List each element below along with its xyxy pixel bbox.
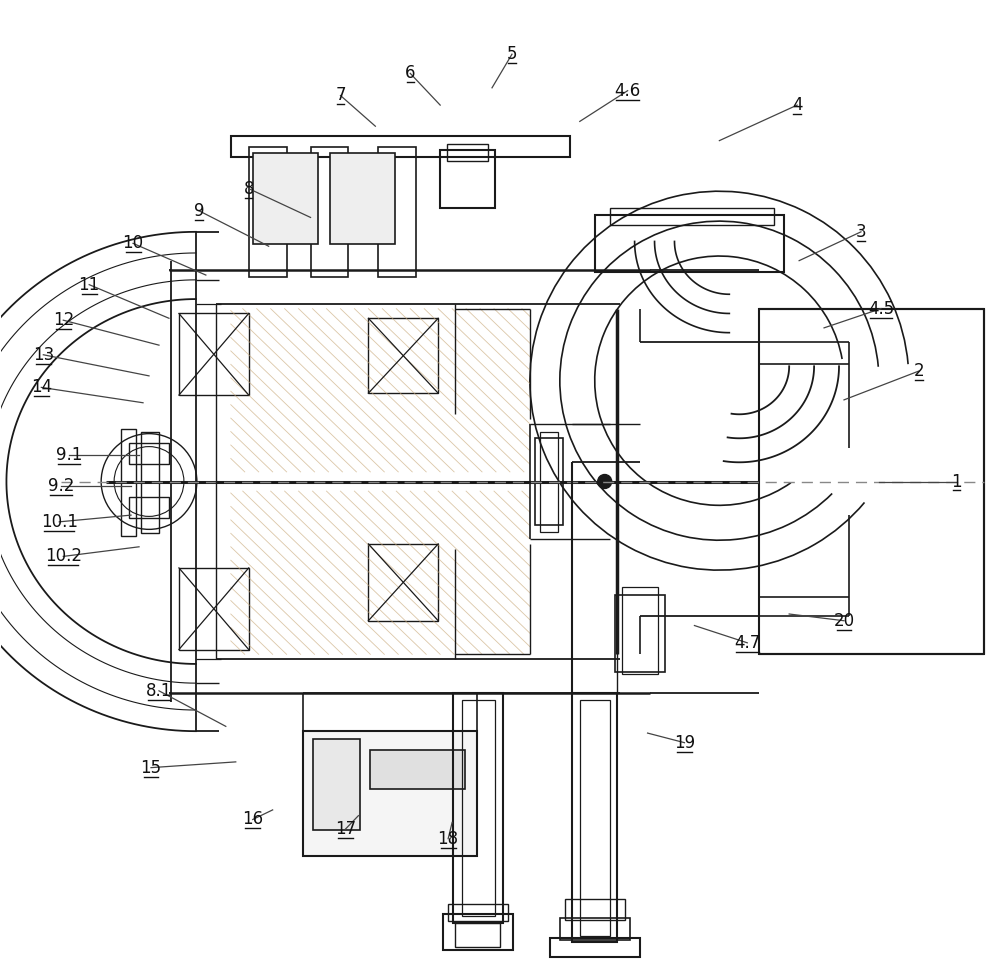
Bar [440,150,495,208]
Text: 4: 4 [792,96,802,114]
Text: 8: 8 [243,180,254,197]
Bar [443,914,513,950]
Bar [595,215,784,273]
Bar [368,318,438,393]
Text: 17: 17 [335,820,356,838]
Bar [129,443,169,464]
Text: 10.2: 10.2 [45,547,82,565]
Bar [455,924,500,948]
Bar [330,153,395,245]
Text: 4.6: 4.6 [615,82,641,100]
Text: 4.5: 4.5 [868,299,894,318]
Bar [129,497,169,518]
Bar [121,429,136,536]
Text: 18: 18 [438,830,459,847]
Bar [540,431,558,533]
Bar [141,431,159,534]
Bar [622,587,658,673]
Bar [253,153,318,245]
Text: 6: 6 [405,65,416,83]
Bar [179,568,249,649]
Text: 9.1: 9.1 [56,446,82,463]
Text: 20: 20 [833,612,855,630]
Text: 9: 9 [194,201,204,220]
Bar [447,143,488,161]
Bar [179,314,249,395]
Text: 15: 15 [140,759,162,776]
Bar [759,309,984,654]
Text: 12: 12 [53,311,74,329]
Bar [560,919,630,940]
Bar [550,938,640,957]
Bar [535,438,563,525]
Text: 14: 14 [31,378,52,397]
Bar [565,899,625,921]
Bar [572,692,617,943]
Bar [448,904,508,922]
Text: 16: 16 [242,811,263,828]
Bar [370,750,465,789]
Text: 10.1: 10.1 [41,513,78,531]
Bar [378,147,416,277]
Bar [462,700,495,917]
Bar [249,147,287,277]
Text: 13: 13 [33,346,54,364]
Text: 8.1: 8.1 [146,682,172,700]
Bar [580,700,610,936]
Bar [453,692,503,924]
Text: 9.2: 9.2 [48,478,74,495]
Text: 3: 3 [856,222,866,241]
Bar [615,595,665,671]
Circle shape [598,475,612,488]
Text: 19: 19 [674,734,695,752]
Text: 5: 5 [507,45,517,64]
Text: 11: 11 [79,275,100,294]
Bar [231,136,570,157]
Bar [610,208,774,225]
Text: 2: 2 [913,362,924,380]
Bar [313,739,360,830]
Text: 10: 10 [122,234,144,252]
Bar [311,147,348,277]
Text: 1: 1 [951,473,962,490]
Bar [303,731,477,856]
Bar [368,544,438,621]
Text: 4.7: 4.7 [734,634,760,652]
Text: 7: 7 [335,87,346,105]
